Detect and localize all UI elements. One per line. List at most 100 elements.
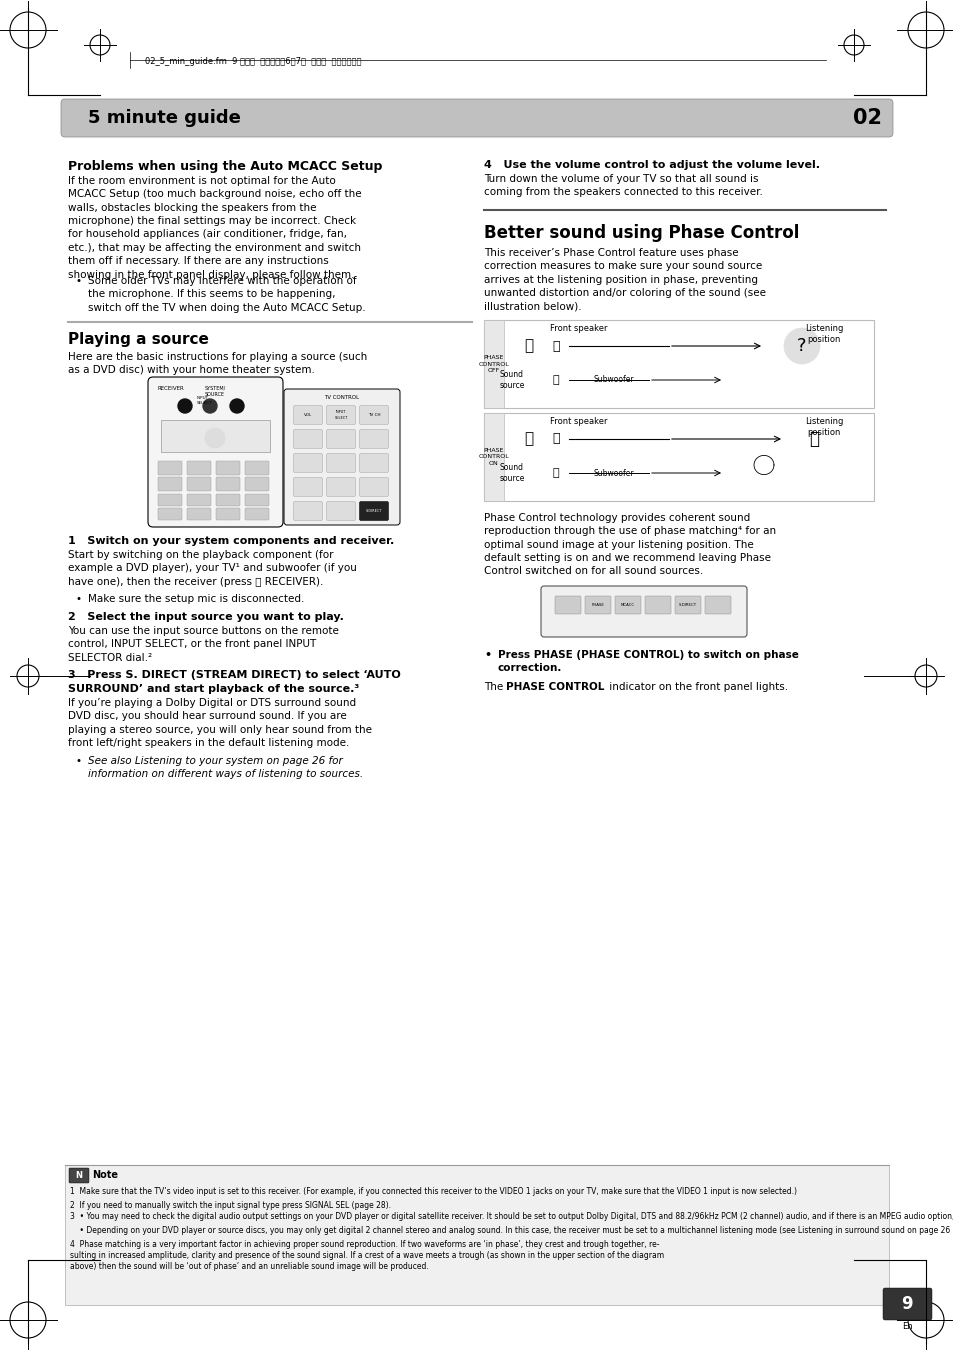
Text: Note: Note (91, 1170, 118, 1181)
Text: 2  If you need to manually switch the input signal type press SIGNAL SEL (page 2: 2 If you need to manually switch the inp… (70, 1201, 391, 1210)
FancyBboxPatch shape (644, 596, 670, 613)
FancyBboxPatch shape (294, 477, 322, 497)
Text: If the room environment is not optimal for the Auto
MCACC Setup (too much backgr: If the room environment is not optimal f… (68, 176, 361, 280)
Text: 02: 02 (852, 108, 882, 128)
FancyBboxPatch shape (704, 596, 730, 613)
FancyBboxPatch shape (215, 494, 240, 507)
FancyBboxPatch shape (215, 508, 240, 520)
Circle shape (178, 399, 192, 413)
Text: S.DIRECT: S.DIRECT (365, 509, 382, 513)
Text: 5 minute guide: 5 minute guide (88, 109, 240, 127)
FancyBboxPatch shape (61, 99, 892, 136)
Text: SYSTEM/: SYSTEM/ (205, 386, 226, 390)
Text: 2   Select the input source you want to play.: 2 Select the input source you want to pl… (68, 612, 343, 621)
Text: PHASE: PHASE (591, 603, 604, 607)
FancyBboxPatch shape (615, 596, 640, 613)
Text: You can use the input source buttons on the remote
control, INPUT SELECT, or the: You can use the input source buttons on … (68, 626, 338, 663)
FancyBboxPatch shape (359, 477, 388, 497)
Text: Sound
source: Sound source (498, 370, 524, 389)
FancyBboxPatch shape (882, 1288, 931, 1320)
Circle shape (203, 399, 216, 413)
FancyBboxPatch shape (158, 494, 182, 507)
FancyBboxPatch shape (69, 1169, 89, 1183)
Text: If you’re playing a Dolby Digital or DTS surround sound
DVD disc, you should hea: If you’re playing a Dolby Digital or DTS… (68, 698, 372, 748)
FancyBboxPatch shape (215, 461, 240, 476)
Text: Front speaker: Front speaker (550, 324, 607, 332)
Text: S.DIRECT: S.DIRECT (679, 603, 697, 607)
Text: 🔊: 🔊 (552, 432, 559, 446)
FancyBboxPatch shape (555, 596, 580, 613)
FancyBboxPatch shape (294, 405, 322, 424)
Text: •: • (76, 757, 82, 766)
FancyBboxPatch shape (158, 461, 182, 476)
Text: Better sound using Phase Control: Better sound using Phase Control (483, 224, 799, 242)
FancyBboxPatch shape (294, 501, 322, 520)
Text: 🔊: 🔊 (552, 467, 558, 478)
Text: 🎸: 🎸 (524, 339, 533, 354)
Text: Subwoofer: Subwoofer (594, 469, 634, 477)
FancyBboxPatch shape (675, 596, 700, 613)
Text: 3  • You may need to check the digital audio output settings on your DVD player : 3 • You may need to check the digital au… (70, 1212, 953, 1221)
FancyBboxPatch shape (359, 501, 388, 520)
Text: Make sure the setup mic is disconnected.: Make sure the setup mic is disconnected. (88, 594, 304, 604)
FancyBboxPatch shape (187, 508, 211, 520)
Text: Listening
position: Listening position (804, 417, 842, 438)
FancyBboxPatch shape (284, 389, 399, 526)
Text: Listening
position: Listening position (804, 324, 842, 345)
FancyBboxPatch shape (359, 430, 388, 449)
Text: 🎸: 🎸 (808, 430, 818, 449)
FancyBboxPatch shape (326, 405, 355, 424)
Text: Some older TVs may interfere with the operation of
the microphone. If this seems: Some older TVs may interfere with the op… (88, 276, 365, 312)
Text: Problems when using the Auto MCACC Setup: Problems when using the Auto MCACC Setup (68, 159, 382, 173)
Text: En: En (901, 1323, 911, 1331)
FancyBboxPatch shape (245, 508, 269, 520)
Bar (483, 320, 503, 408)
FancyBboxPatch shape (187, 494, 211, 507)
FancyBboxPatch shape (187, 477, 211, 490)
Text: TV CONTROL: TV CONTROL (324, 394, 359, 400)
FancyBboxPatch shape (245, 461, 269, 476)
Bar (483, 413, 503, 501)
FancyBboxPatch shape (326, 477, 355, 497)
FancyBboxPatch shape (326, 501, 355, 520)
Text: 1  Make sure that the TV’s video input is set to this receiver. (For example, if: 1 Make sure that the TV’s video input is… (70, 1188, 796, 1196)
Text: 3   Press S. DIRECT (STREAM DIRECT) to select ‘AUTO: 3 Press S. DIRECT (STREAM DIRECT) to sel… (68, 670, 400, 680)
FancyBboxPatch shape (584, 596, 610, 613)
Text: N: N (75, 1171, 82, 1179)
Text: indicator on the front panel lights.: indicator on the front panel lights. (605, 682, 787, 692)
FancyBboxPatch shape (294, 454, 322, 473)
Text: See also Listening to your system on page 26 for
information on different ways o: See also Listening to your system on pag… (88, 757, 363, 780)
Circle shape (783, 328, 820, 363)
FancyBboxPatch shape (294, 430, 322, 449)
Text: 🔊: 🔊 (552, 339, 559, 353)
Bar (161, 420, 270, 453)
Text: 4  Phase matching is a very important factor in achieving proper sound reproduct: 4 Phase matching is a very important fac… (70, 1240, 663, 1271)
Text: Front speaker: Front speaker (550, 417, 607, 426)
Text: 02_5_min_guide.fm  9 ページ  ２００５年6月7日  火曜日  午後１晏７分: 02_5_min_guide.fm 9 ページ ２００５年6月7日 火曜日 午後… (145, 57, 361, 66)
Text: •: • (483, 650, 491, 661)
Text: SELECT: SELECT (196, 401, 213, 405)
Circle shape (230, 399, 244, 413)
Text: Phase Control technology provides coherent sound
reproduction through the use of: Phase Control technology provides cohere… (483, 513, 776, 577)
FancyBboxPatch shape (158, 508, 182, 520)
Text: 9: 9 (901, 1296, 912, 1313)
FancyBboxPatch shape (245, 494, 269, 507)
Text: Subwoofer: Subwoofer (594, 376, 634, 385)
FancyBboxPatch shape (326, 430, 355, 449)
Bar (483, 413, 873, 501)
FancyBboxPatch shape (158, 477, 182, 490)
FancyBboxPatch shape (359, 405, 388, 424)
Text: MCACC: MCACC (620, 603, 635, 607)
FancyBboxPatch shape (359, 501, 388, 520)
Text: Sound
source: Sound source (498, 463, 524, 482)
FancyBboxPatch shape (215, 477, 240, 490)
Text: 🎸: 🎸 (524, 431, 533, 446)
Text: This receiver’s Phase Control feature uses phase
correction measures to make sur: This receiver’s Phase Control feature us… (483, 249, 765, 312)
Text: PHASE CONTROL: PHASE CONTROL (505, 682, 604, 692)
Text: PHASE
CONTROL
OFF: PHASE CONTROL OFF (478, 355, 509, 373)
FancyBboxPatch shape (148, 377, 283, 527)
Text: Start by switching on the playback component (for
example a DVD player), your TV: Start by switching on the playback compo… (68, 550, 356, 586)
Text: INPUT: INPUT (196, 396, 209, 400)
FancyBboxPatch shape (326, 454, 355, 473)
Text: SOURCE: SOURCE (205, 392, 225, 397)
